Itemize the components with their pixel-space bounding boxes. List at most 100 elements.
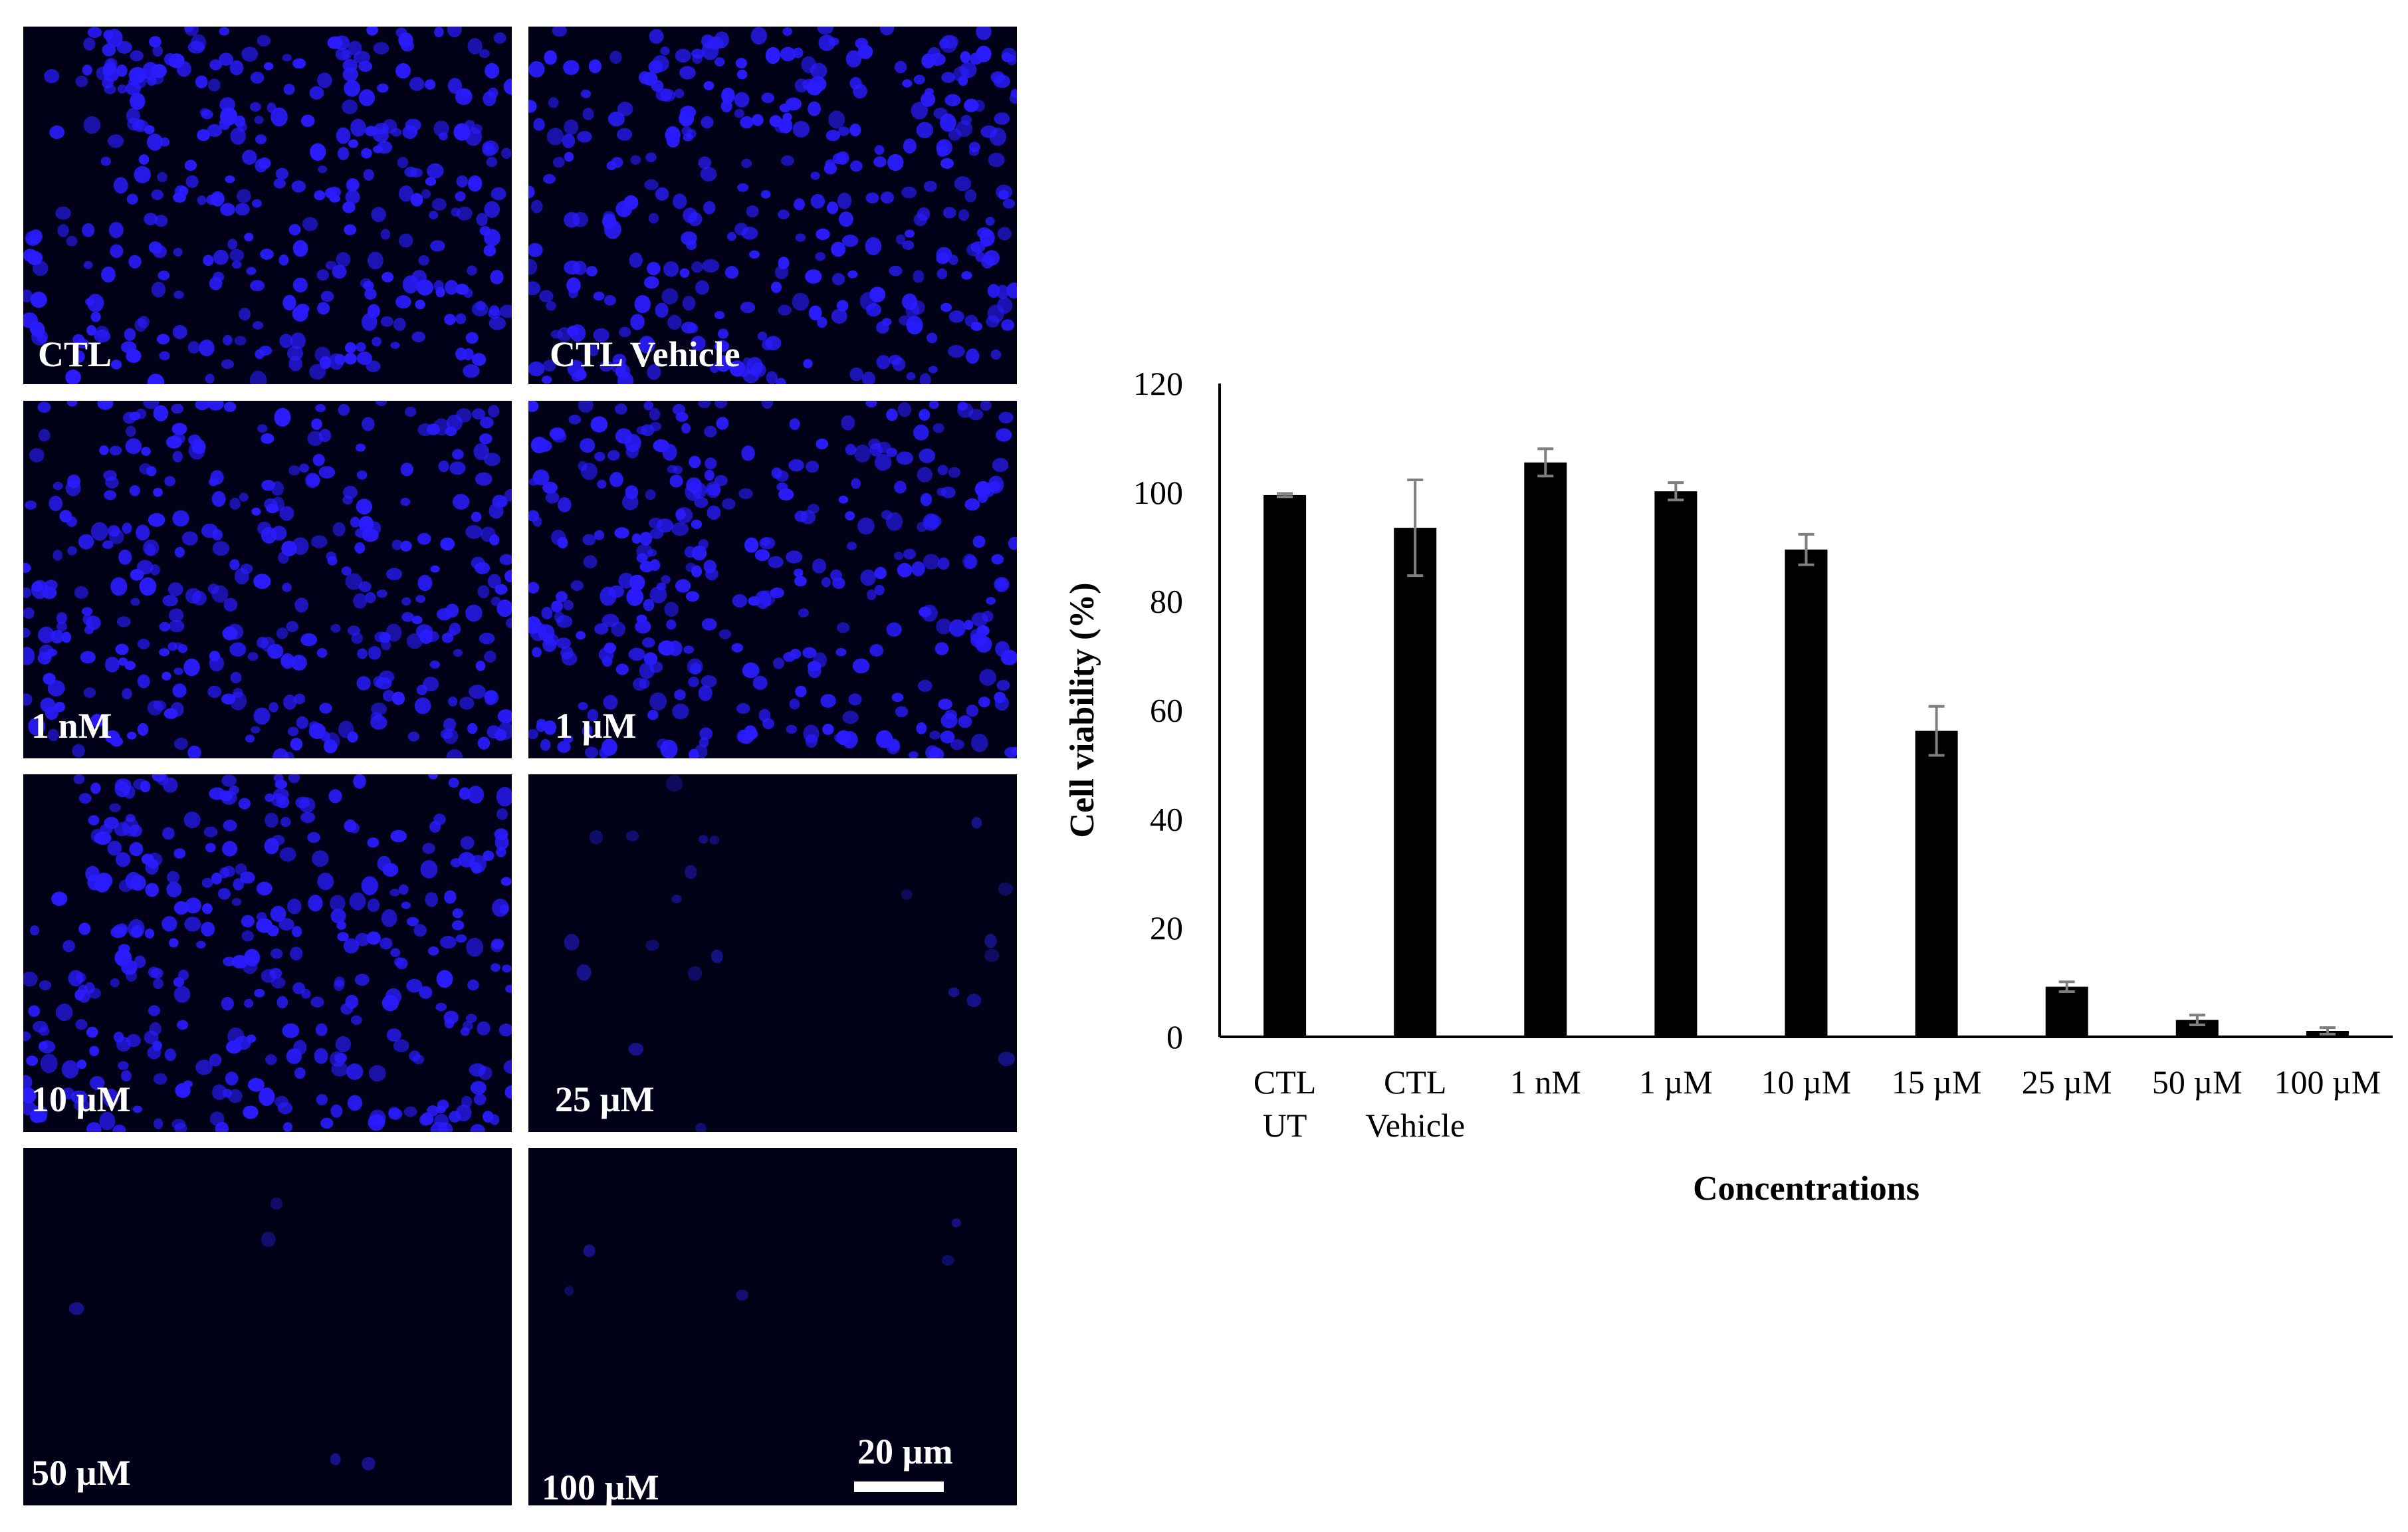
cell-nucleus bbox=[288, 224, 301, 236]
cell-nucleus bbox=[942, 1255, 954, 1266]
cell-nucleus bbox=[263, 62, 274, 70]
cell-nucleus bbox=[53, 550, 63, 561]
cell-nucleus bbox=[433, 120, 449, 137]
cell-nucleus bbox=[639, 336, 655, 354]
cell-nucleus bbox=[283, 1122, 292, 1132]
cell-nucleus bbox=[330, 1453, 341, 1466]
cell-nucleus bbox=[886, 408, 898, 421]
cell-nucleus bbox=[251, 726, 261, 734]
cell-nucleus bbox=[221, 359, 234, 370]
cell-nucleus bbox=[492, 899, 509, 917]
x-category-label: CTL bbox=[1384, 1063, 1446, 1101]
cell-nucleus bbox=[265, 793, 274, 802]
cell-nucleus bbox=[37, 651, 52, 665]
cell-nucleus bbox=[278, 1102, 293, 1115]
cell-nucleus bbox=[172, 510, 189, 527]
cell-nucleus bbox=[465, 604, 483, 622]
cell-nucleus bbox=[929, 401, 939, 409]
cell-nucleus bbox=[315, 403, 326, 413]
cell-nucleus bbox=[971, 733, 988, 752]
cell-nucleus bbox=[825, 130, 841, 142]
cell-nucleus bbox=[23, 971, 38, 987]
cell-nucleus bbox=[128, 255, 142, 269]
cell-nucleus bbox=[789, 418, 800, 431]
cell-nucleus bbox=[484, 201, 500, 218]
cell-nucleus bbox=[55, 206, 71, 220]
cell-nucleus bbox=[306, 474, 320, 487]
cell-nucleus bbox=[225, 175, 235, 183]
cell-nucleus bbox=[151, 281, 166, 298]
cell-nucleus bbox=[582, 724, 593, 737]
cell-nucleus bbox=[740, 116, 754, 129]
cell-nucleus bbox=[269, 702, 278, 712]
cell-nucleus bbox=[973, 100, 985, 112]
y-tick-label: 40 bbox=[1150, 800, 1183, 837]
cell-nucleus bbox=[609, 51, 622, 64]
cell-nucleus bbox=[782, 27, 793, 36]
cell-nucleus bbox=[212, 1084, 227, 1101]
cell-nucleus bbox=[795, 685, 807, 698]
cell-nucleus bbox=[483, 850, 494, 861]
cell-nucleus bbox=[420, 860, 438, 879]
cell-nucleus bbox=[342, 99, 358, 114]
cell-nucleus bbox=[611, 621, 626, 637]
cell-nucleus bbox=[582, 534, 596, 546]
microscopy-panel: 25 µM bbox=[528, 774, 1017, 1132]
cell-nucleus bbox=[244, 998, 254, 1008]
cell-nucleus bbox=[714, 311, 725, 320]
cell-nucleus bbox=[209, 477, 219, 487]
cell-nucleus bbox=[792, 47, 804, 58]
cell-nucleus bbox=[195, 401, 210, 411]
cell-nucleus bbox=[38, 429, 51, 442]
cell-nucleus bbox=[110, 360, 122, 370]
cell-nucleus bbox=[489, 316, 506, 330]
cell-nucleus bbox=[661, 575, 671, 584]
cell-nucleus bbox=[939, 39, 950, 49]
cell-nucleus bbox=[140, 780, 151, 793]
cell-nucleus bbox=[703, 201, 716, 215]
cell-nucleus bbox=[449, 1111, 461, 1123]
cell-nucleus bbox=[460, 836, 475, 850]
cell-nucleus bbox=[173, 247, 183, 257]
cell-nucleus bbox=[87, 294, 104, 312]
cell-nucleus bbox=[118, 879, 133, 893]
cell-nucleus bbox=[383, 690, 395, 702]
cell-nucleus bbox=[199, 339, 215, 357]
cell-nucleus bbox=[23, 587, 31, 599]
cell-nucleus bbox=[342, 58, 358, 72]
cell-nucleus bbox=[131, 925, 144, 938]
cell-nucleus bbox=[357, 648, 368, 659]
cell-nucleus bbox=[271, 107, 288, 127]
cell-nucleus bbox=[970, 322, 983, 331]
panel-label: 1 µM bbox=[555, 706, 637, 746]
cell-nucleus bbox=[30, 291, 47, 308]
cell-nucleus bbox=[373, 146, 383, 154]
cell-nucleus bbox=[626, 588, 644, 606]
cell-nucleus bbox=[849, 160, 863, 172]
cell-nucleus bbox=[578, 702, 588, 711]
cell-nucleus bbox=[831, 241, 846, 257]
cell-nucleus bbox=[158, 271, 170, 280]
cell-nucleus bbox=[815, 252, 826, 261]
cell-nucleus bbox=[544, 50, 557, 65]
cell-nucleus bbox=[134, 119, 145, 130]
cell-nucleus bbox=[220, 203, 235, 217]
cell-nucleus bbox=[348, 41, 362, 56]
cell-nucleus bbox=[113, 177, 128, 194]
cell-nucleus bbox=[726, 232, 736, 241]
cell-nucleus bbox=[716, 417, 729, 430]
cell-nucleus bbox=[393, 1039, 409, 1053]
cell-nucleus bbox=[736, 69, 748, 80]
cell-nucleus bbox=[211, 491, 226, 507]
cell-nucleus bbox=[418, 255, 429, 266]
cell-nucleus bbox=[401, 597, 411, 605]
cell-nucleus bbox=[31, 581, 44, 592]
cell-nucleus bbox=[381, 909, 397, 927]
cell-nucleus bbox=[490, 270, 504, 284]
cell-nucleus bbox=[417, 423, 433, 437]
cell-nucleus bbox=[808, 305, 822, 320]
cell-nucleus bbox=[330, 1104, 343, 1118]
cell-nucleus bbox=[388, 1107, 400, 1117]
cell-nucleus bbox=[564, 152, 574, 162]
cell-nucleus bbox=[443, 718, 457, 731]
